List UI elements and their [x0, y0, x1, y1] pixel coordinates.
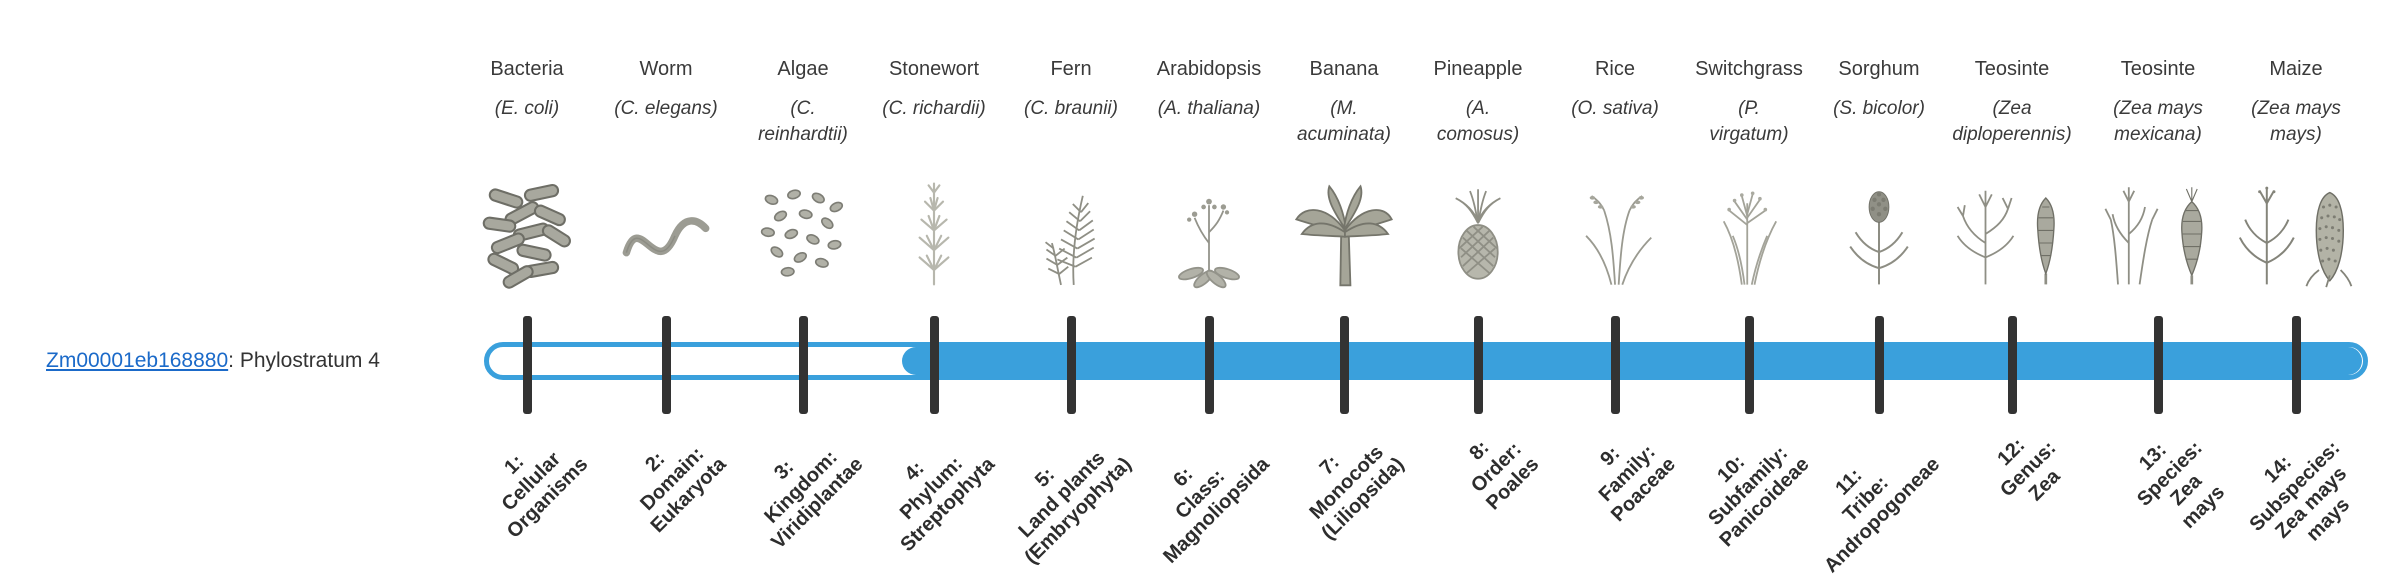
phylostratum-label-text: 13: Species: Zea mays: [2132, 436, 2229, 533]
organism-scientific-name-11: (S. bicolor): [1833, 98, 1925, 119]
organism-scientific-name-2: (C. elegans): [614, 98, 718, 119]
phylostratum-label-text: 5: Land plants (Embryophyta): [1014, 446, 1136, 569]
organism-common-name-9: Rice: [1594, 58, 1635, 80]
phylostratum-tick-1: [522, 316, 532, 414]
phylostratum-label-text: 3: Kingdom: Viridiplantae: [760, 446, 868, 554]
arabidopsis-icon: [1129, 174, 1289, 294]
organism-scientific-name-6: (A. thaliana): [1157, 98, 1261, 119]
stonewort-icon: [854, 174, 1014, 294]
phylostratum-tick-12: [2007, 316, 2017, 414]
fern-icon: [991, 174, 1151, 294]
teosinte-diploperennis-icon: [1932, 174, 2092, 294]
phylostratum-tick-13: [2153, 316, 2163, 414]
organism-common-name-6: Arabidopsis: [1156, 58, 1262, 80]
phylostratum-tick-8: [1473, 316, 1483, 414]
organism-common-name-10: Switchgrass: [1695, 58, 1803, 80]
banana-icon: [1264, 174, 1424, 294]
organism-common-name-2: Worm: [639, 58, 693, 80]
phylostratum-label-text: 1: Cellular Organisms: [496, 447, 592, 543]
switchgrass-icon: [1669, 174, 1829, 294]
organism-scientific-name-13: (Zea mays mexicana): [2113, 98, 2203, 145]
phylostratum-label-text: 8: Order: Poales: [1464, 436, 1543, 515]
bacteria-icon: [447, 174, 607, 294]
organism-scientific-name-8: (A. comosus): [1436, 98, 1520, 145]
organism-scientific-name-4: (C. richardii): [882, 98, 986, 119]
phylostratum-tick-11: [1874, 316, 1884, 414]
algae-icon: [723, 174, 883, 294]
teosinte-mexicana-icon: [2078, 174, 2238, 294]
timeline-filled-segment: [902, 347, 2362, 375]
gene-phylostratum-text: : Phylostratum 4: [228, 349, 380, 372]
phylostratum-tick-9: [1610, 316, 1620, 414]
organism-common-name-5: Fern: [1050, 58, 1092, 80]
phylostratum-tick-4: [929, 316, 939, 414]
maize-icon: [2216, 174, 2376, 294]
phylostratum-tick-10: [1744, 316, 1754, 414]
organism-scientific-name-14: (Zea mays mays): [2251, 98, 2341, 145]
organism-scientific-name-10: (P. virgatum): [1709, 98, 1789, 145]
organism-common-name-1: Bacteria: [490, 58, 564, 80]
phylostratum-label-text: 4: Phylum: Streptophyta: [895, 452, 999, 557]
phylostratum-label-text: 14: Subspecies: Zea mays mays: [2245, 436, 2355, 546]
organism-common-name-4: Stonewort: [888, 58, 980, 80]
phylostratum-tick-7: [1339, 316, 1349, 414]
organism-common-name-3: Algae: [777, 58, 829, 80]
phylostratum-label-text: 7: Monocots (Liliopsida): [1305, 441, 1409, 545]
organism-scientific-name-1: (E. coli): [494, 98, 560, 119]
phylostratum-tick-2: [661, 316, 671, 414]
organism-common-name-7: Banana: [1309, 58, 1379, 80]
worm-icon: [586, 174, 746, 294]
organism-common-name-13: Teosinte: [2120, 58, 2196, 80]
organism-common-name-11: Sorghum: [1838, 58, 1920, 80]
phylostratum-tick-3: [798, 316, 808, 414]
organism-scientific-name-12: (Zea diploperennis): [1952, 98, 2072, 145]
phylostratum-tick-14: [2291, 316, 2301, 414]
phylostratum-label-text: 11: Tribe: Andropogoneae: [1819, 453, 1944, 578]
phylostratum-tick-6: [1204, 316, 1214, 414]
organism-scientific-name-3: (C. reinhardtii): [758, 98, 848, 145]
gene-label: Zm00001eb168880: Phylostratum 4: [46, 349, 380, 373]
organism-common-name-12: Teosinte: [1974, 58, 2050, 80]
rice-icon: [1535, 174, 1695, 294]
organism-scientific-name-7: (M. acuminata): [1297, 98, 1391, 145]
phylostratum-label-text: 9: Family: Poaceae: [1594, 440, 1680, 527]
phylostratum-label-text: 12: Genus: Zea: [1993, 434, 2065, 506]
phylostratum-label-text: 6: Class: Magnoliopsida: [1159, 453, 1274, 568]
sorghum-icon: [1799, 174, 1959, 294]
pineapple-icon: [1398, 174, 1558, 294]
phylostratum-tick-5: [1066, 316, 1076, 414]
gene-id-link[interactable]: Zm00001eb168880: [46, 349, 229, 372]
phylostratum-label-text: 2: Domain: Eukaryota: [636, 442, 731, 538]
organism-scientific-name-5: (C. braunii): [1024, 98, 1118, 119]
organism-scientific-name-9: (O. sativa): [1571, 98, 1659, 119]
organism-common-name-14: Maize: [2269, 58, 2323, 80]
organism-common-name-8: Pineapple: [1433, 58, 1523, 80]
